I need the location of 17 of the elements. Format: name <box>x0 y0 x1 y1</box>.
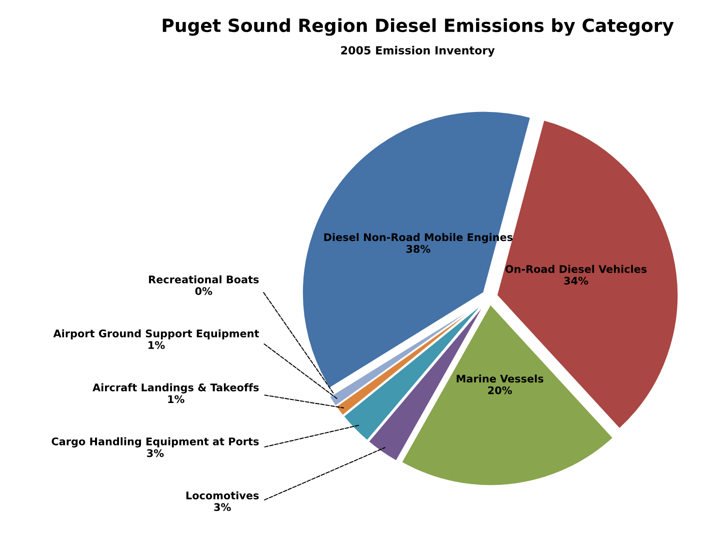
slice-label: Marine Vessels <box>456 374 544 383</box>
slice-label: On-Road Diesel Vehicles <box>505 264 647 273</box>
chart-title: Puget Sound Region Diesel Emissions by Category <box>162 18 674 36</box>
data-label: 38% <box>406 244 430 253</box>
data-label: 34% <box>564 276 588 285</box>
text: 0% <box>195 287 212 296</box>
data-label: 3% <box>214 503 231 512</box>
slice-label: Locomotives <box>186 491 259 500</box>
data-label: 20% <box>488 386 512 394</box>
data-label: 3% <box>147 449 164 458</box>
data-label: 1% <box>168 395 184 404</box>
data-label: 1% <box>148 341 165 350</box>
slice-label: Aircraft Landings & Takeoffs <box>92 383 259 394</box>
slice-label: Airport Ground Support Equipment <box>53 329 259 340</box>
chart-subtitle: 2005 Emission Inventory <box>341 46 495 57</box>
category-label: Recreational Boats <box>149 275 259 284</box>
slice-label: Cargo Handling Equipment at Ports <box>52 437 259 448</box>
